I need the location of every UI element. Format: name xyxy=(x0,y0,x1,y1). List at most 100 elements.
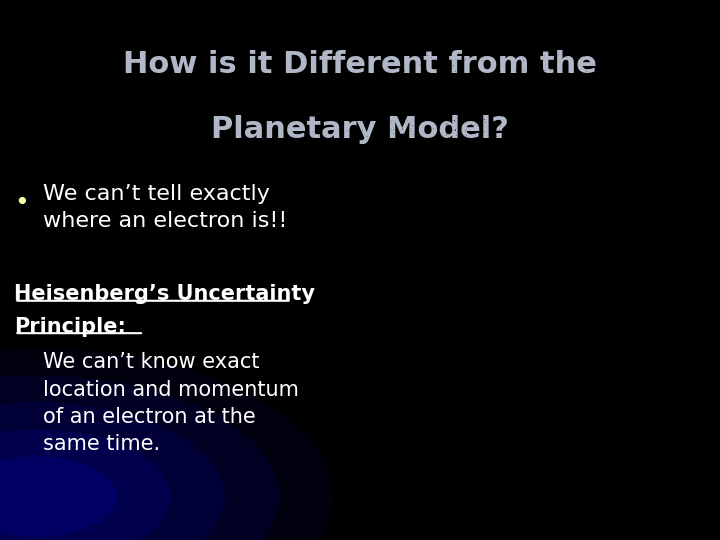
Point xyxy=(343,197,354,206)
Point xyxy=(466,276,477,285)
Point xyxy=(483,75,495,83)
Point xyxy=(651,134,662,143)
Point xyxy=(433,106,444,114)
Point xyxy=(341,125,352,134)
Point xyxy=(449,116,460,124)
Point xyxy=(498,110,510,118)
Point xyxy=(456,314,468,323)
Point xyxy=(558,163,570,172)
Point xyxy=(488,258,500,267)
Point xyxy=(369,212,380,221)
Point xyxy=(449,204,460,213)
Point xyxy=(534,253,545,261)
Point xyxy=(541,293,552,301)
Point xyxy=(462,265,474,273)
Point xyxy=(497,186,508,194)
Point xyxy=(492,158,503,167)
Point xyxy=(584,129,595,137)
Point xyxy=(494,168,505,177)
Point xyxy=(571,256,582,265)
Point xyxy=(452,204,464,213)
Point xyxy=(607,242,618,251)
Point xyxy=(408,195,420,204)
Point xyxy=(636,159,648,167)
Point xyxy=(392,315,404,324)
Point xyxy=(638,144,649,152)
Point xyxy=(656,246,667,254)
Point xyxy=(548,189,559,198)
Point xyxy=(527,208,539,217)
Point xyxy=(561,122,572,130)
Point xyxy=(433,238,444,247)
Point xyxy=(519,213,531,222)
Point xyxy=(558,220,570,228)
Point xyxy=(508,166,520,174)
Point xyxy=(444,212,455,220)
Point xyxy=(545,235,557,244)
Point xyxy=(456,238,467,246)
Point xyxy=(485,76,496,85)
Point xyxy=(567,267,579,276)
Point xyxy=(562,163,574,172)
Point xyxy=(660,248,672,256)
Point xyxy=(680,274,692,282)
Point xyxy=(639,262,651,271)
Point xyxy=(675,206,686,214)
Point xyxy=(673,220,685,229)
Point xyxy=(593,244,605,252)
Point xyxy=(510,183,521,192)
Point xyxy=(575,231,586,240)
Point xyxy=(585,176,597,184)
Point xyxy=(356,148,367,157)
Point xyxy=(528,121,539,130)
Point xyxy=(343,302,355,311)
Point xyxy=(497,302,508,310)
Point xyxy=(591,239,603,247)
Point xyxy=(606,262,618,271)
Point xyxy=(537,287,549,296)
Point xyxy=(541,222,553,231)
Point xyxy=(583,261,595,269)
Point xyxy=(440,165,451,174)
Point xyxy=(570,131,581,140)
Point xyxy=(454,248,466,257)
Point xyxy=(558,314,570,323)
Point xyxy=(518,223,530,232)
Point xyxy=(578,147,590,156)
Point xyxy=(447,203,459,212)
Point xyxy=(457,101,469,110)
Point xyxy=(574,127,585,136)
Point xyxy=(468,257,480,266)
Point xyxy=(371,276,382,285)
Point xyxy=(400,209,411,218)
Point xyxy=(449,66,461,75)
Point xyxy=(467,114,479,123)
Point xyxy=(578,291,590,299)
Point xyxy=(656,256,667,265)
Point xyxy=(475,143,487,151)
Point xyxy=(352,255,364,264)
Point xyxy=(492,330,504,339)
Point xyxy=(482,141,493,150)
Point xyxy=(423,284,434,293)
Point xyxy=(592,166,603,175)
Point xyxy=(527,200,539,209)
Point xyxy=(535,290,546,299)
Point xyxy=(413,285,424,293)
Point xyxy=(512,215,523,224)
Point xyxy=(466,214,477,222)
Point xyxy=(646,269,657,278)
Point xyxy=(563,246,575,254)
Point xyxy=(449,171,461,180)
Point xyxy=(475,237,487,245)
Point xyxy=(616,246,628,255)
Point xyxy=(496,202,508,211)
Point xyxy=(485,273,497,282)
Point xyxy=(576,249,588,258)
Point xyxy=(522,286,534,294)
Point xyxy=(382,195,394,204)
Point xyxy=(572,376,583,385)
Point xyxy=(489,178,500,186)
Point xyxy=(614,330,626,339)
Point xyxy=(438,64,449,73)
